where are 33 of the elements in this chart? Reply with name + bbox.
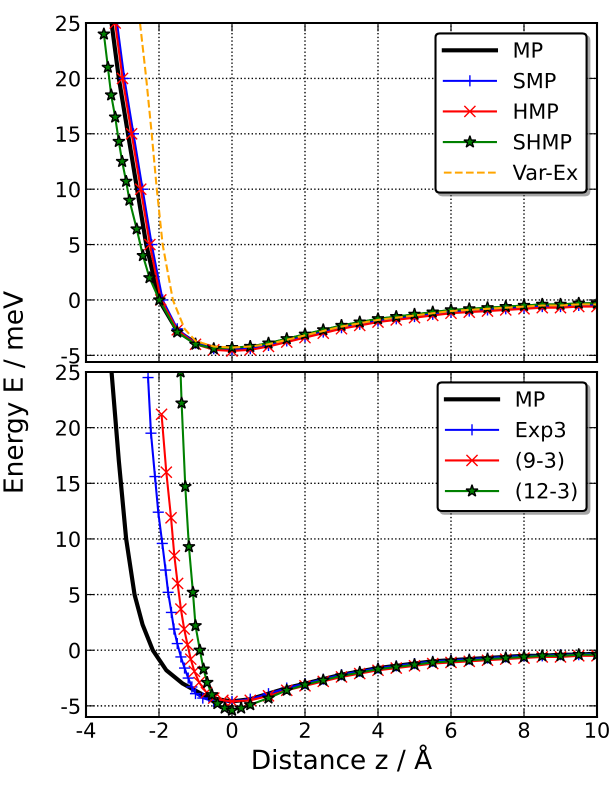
x-tick-label: 4 [372, 722, 384, 738]
x-tick-label: 0 [226, 722, 238, 738]
y-tick-label: -5 [61, 698, 80, 714]
y-tick-label: 10 [56, 182, 80, 198]
legend-label: (12-3) [516, 482, 576, 502]
y-tick-label: -5 [61, 348, 80, 364]
y-tick-label: 25 [56, 15, 80, 32]
x-tick-label: 2 [300, 722, 310, 738]
x-tick-label: 8 [518, 722, 530, 738]
x-axis-title: Distance z / Å [253, 744, 432, 772]
legend-label: (9-3) [516, 452, 564, 470]
legend-label: SHMP [514, 134, 572, 150]
legend-label: MP [514, 42, 542, 58]
y-tick-label: 20 [56, 420, 80, 436]
y-tick-label: 0 [69, 292, 80, 308]
legend-label: Var-Ex [512, 164, 578, 180]
y-tick-label: 0 [69, 642, 80, 658]
legend-label: SMP [514, 72, 556, 88]
y-tick-label: 15 [56, 476, 80, 492]
legend-label: HMP [514, 104, 558, 119]
y-tick-label: 15 [56, 126, 80, 142]
x-tick-label: -4 [76, 722, 96, 738]
y-tick-label: 10 [56, 531, 80, 548]
y-tick-label: 20 [56, 70, 80, 87]
y-tick-label: 25 [56, 364, 80, 380]
x-tick-label: 10 [586, 722, 609, 738]
legend-label: Exp3 [516, 422, 566, 442]
legend-label: MP [516, 391, 545, 407]
y-tick-label: 5 [69, 237, 80, 253]
y-axis-title: Energy E / meV [3, 291, 28, 492]
x-tick-label: -2 [150, 722, 168, 738]
x-tick-label: 6 [446, 722, 456, 738]
y-tick-label: 5 [69, 587, 80, 603]
